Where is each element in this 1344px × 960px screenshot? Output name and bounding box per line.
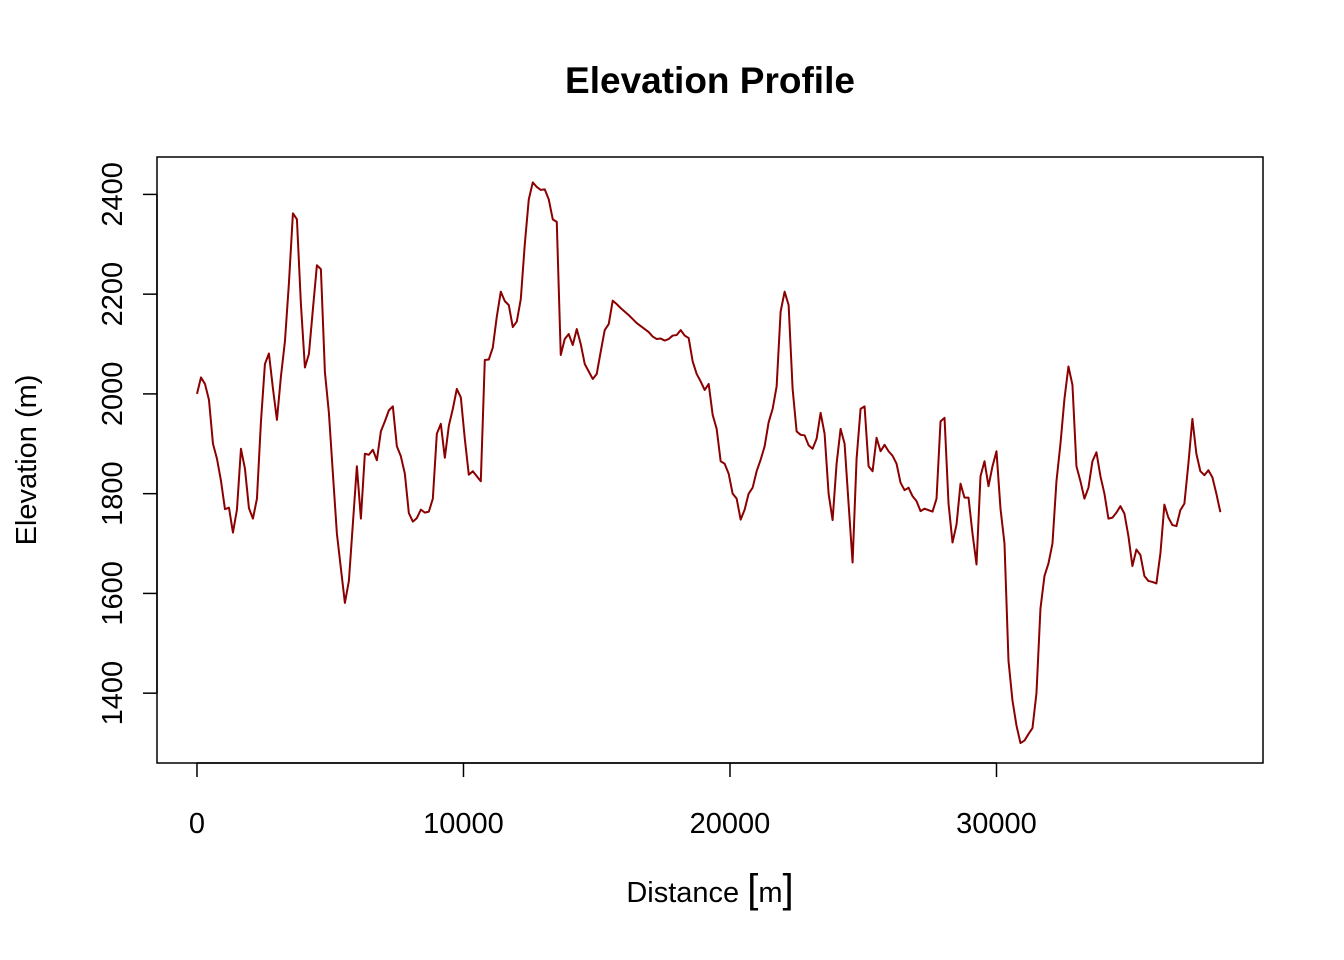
y-tick-label: 1400 xyxy=(97,661,129,726)
x-tick-label: 10000 xyxy=(423,808,504,840)
y-axis-label: Elevation (m) xyxy=(11,375,43,546)
x-axis-label: Distance [m] xyxy=(626,867,793,911)
chart-title: Elevation Profile xyxy=(565,60,855,101)
x-tick-label: 20000 xyxy=(690,808,771,840)
x-tick-label: 30000 xyxy=(956,808,1037,840)
y-tick-label: 1600 xyxy=(97,561,129,626)
x-tick-label: 0 xyxy=(189,808,205,840)
x-axis-ticks: 0 10000 20000 30000 xyxy=(189,763,1037,840)
y-axis-ticks: 1400 1600 1800 2000 2200 2400 xyxy=(97,162,157,725)
elevation-line xyxy=(196,181,1222,745)
y-tick-label: 2000 xyxy=(97,362,129,427)
y-tick-label: 1800 xyxy=(97,461,129,526)
y-tick-label: 2400 xyxy=(97,162,129,227)
y-tick-label: 2200 xyxy=(97,262,129,327)
